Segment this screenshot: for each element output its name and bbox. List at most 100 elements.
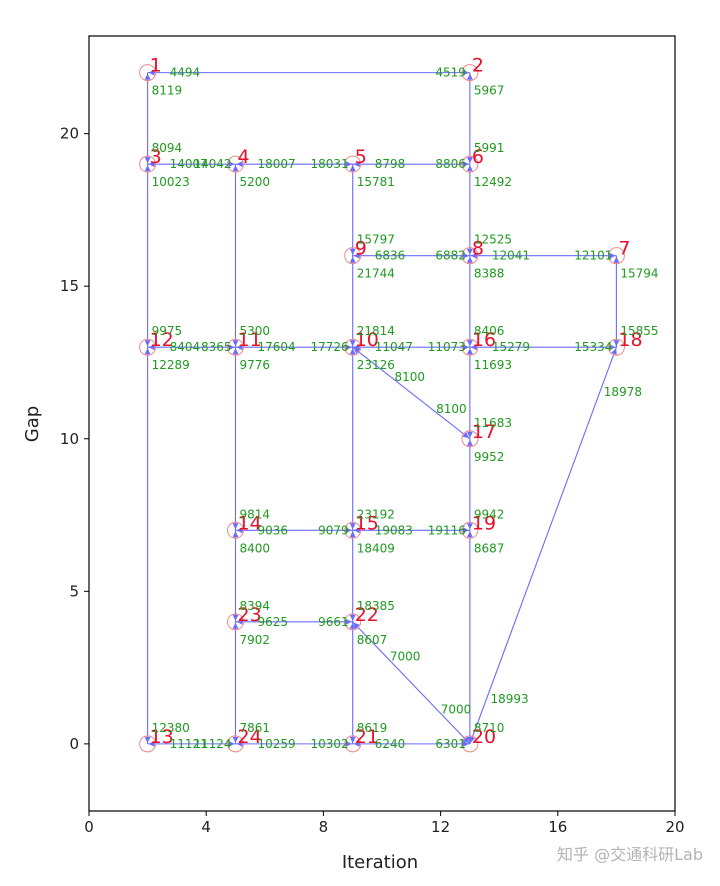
node-label-19: 19: [472, 512, 496, 534]
edge-arrow-1-3: [144, 157, 151, 164]
edge-arrow-21-24: [236, 740, 243, 747]
edge-arrow-11-10: [345, 344, 352, 351]
node-label-18: 18: [618, 329, 642, 351]
flow-label-5-4: 18031: [311, 157, 349, 171]
edge-arrow-16-17: [466, 431, 473, 438]
edge-arrow-5-6: [462, 161, 469, 168]
node-label-24: 24: [238, 726, 262, 748]
edge-arrow-15-19: [462, 527, 469, 534]
x-tick-label-3: 12: [431, 818, 450, 836]
edge-arrow-19-17: [466, 439, 473, 446]
edge-arrow-8-9: [353, 252, 360, 259]
edges-layer: [144, 69, 620, 747]
node-marker-16: [461, 338, 479, 356]
ticks-layer: 0 4 8 12 16 20 0 5 10 15 20: [60, 125, 685, 836]
flow-label-10-11: 17726: [311, 340, 349, 354]
flow-label-11-10: 17604: [258, 340, 296, 354]
node-label-5: 5: [355, 146, 367, 168]
node-marker-2: [461, 64, 479, 82]
flow-label-15-10: 23192: [357, 507, 395, 521]
y-tick-label-3: 15: [60, 277, 79, 295]
flow-label-3-4: 14007: [170, 157, 208, 171]
edge-arrow-19-20: [466, 736, 473, 743]
node-label-3: 3: [150, 146, 162, 168]
node-marker-1: [139, 64, 157, 82]
flow-label-17-10: 8100: [436, 402, 467, 416]
edge-arrow-20-21: [353, 740, 360, 747]
edge-arrow-5-9: [349, 248, 356, 255]
edge-arrow-14-11: [232, 348, 239, 355]
flow-label-15-22: 18409: [357, 541, 395, 555]
x-tick-label-1: 4: [201, 818, 211, 836]
node-label-2: 2: [472, 55, 484, 77]
node-marker-15: [344, 521, 362, 539]
edge-arrow-17-16: [466, 348, 473, 355]
edge-arrow-10-16: [462, 344, 469, 351]
flow-label-16-10: 11073: [428, 340, 466, 354]
node-marker-19: [461, 521, 479, 539]
node-marker-4: [227, 155, 244, 173]
edge-arrow-6-2: [466, 73, 473, 80]
flow-label-20-18: 18993: [491, 692, 529, 706]
flow-label-4-11: 5200: [240, 175, 271, 189]
edge-arrow-15-22: [349, 614, 356, 621]
flow-label-18-7: 15855: [620, 324, 658, 338]
edge-arrow-10-17: [462, 432, 470, 439]
node-label-21: 21: [355, 726, 379, 748]
node-marker-21: [344, 735, 362, 753]
edge-arrow-4-3: [148, 161, 155, 168]
x-tick-label-4: 16: [548, 818, 567, 836]
edge-arrow-12-3: [144, 165, 151, 172]
node-marker-14: [227, 521, 244, 539]
flow-label-10-9: 21814: [357, 324, 395, 338]
flow-label-18-20: 18978: [604, 385, 642, 399]
edge-arrow-8-7: [609, 252, 616, 259]
node-marker-17: [461, 430, 479, 448]
y-tick-label-2: 10: [60, 430, 79, 448]
edge-arrow-21-20: [462, 740, 469, 747]
edge-arrow-9-5: [349, 165, 356, 172]
edge-arrow-7-8: [470, 252, 477, 259]
edge-arrow-3-12: [144, 340, 151, 347]
flow-label-5-9: 15781: [357, 175, 395, 189]
edge-arrow-13-24: [228, 740, 235, 747]
flow-label-12-3: 9975: [152, 324, 183, 338]
edge-arrow-1-2: [462, 69, 469, 76]
edge-arrow-5-4: [236, 161, 243, 168]
x-tick-label-2: 8: [319, 818, 329, 836]
edge-arrow-16-18: [609, 344, 616, 351]
node-marker-12: [139, 338, 157, 356]
edge-arrow-24-23: [232, 622, 239, 629]
edge-arrow-22-21: [349, 736, 356, 743]
node-marker-3: [139, 155, 157, 173]
flow-label-14-15: 9036: [258, 523, 289, 537]
flow-label-1-3: 8119: [152, 84, 183, 98]
node-label-6: 6: [472, 146, 484, 168]
edge-arrow-23-22: [345, 618, 352, 625]
node-marker-11: [227, 338, 244, 356]
edge-arrow-3-1: [144, 73, 151, 80]
flow-label-19-15: 19116: [428, 523, 466, 537]
edge-arrow-22-23: [236, 618, 243, 625]
edge-arrow-12-11: [228, 344, 235, 351]
edge-arrow-24-21: [345, 740, 352, 747]
node-marker-5: [344, 155, 362, 173]
edge-arrow-8-6: [466, 165, 473, 172]
flow-label-8-7: 12041: [492, 249, 530, 263]
flow-label-13-24: 11121: [170, 737, 208, 751]
x-tick-label-0: 0: [84, 818, 94, 836]
edge-10-17: [352, 346, 471, 440]
edge-arrow-24-13: [148, 740, 155, 747]
plot-frame: [88, 35, 676, 812]
flow-label-24-13: 11124: [193, 737, 231, 751]
node-label-11: 11: [238, 329, 262, 351]
flow-label-6-2: 5991: [474, 141, 505, 155]
node-marker-13: [139, 735, 157, 753]
flow-label-17-19: 9952: [474, 450, 505, 464]
edge-arrow-15-10: [349, 348, 356, 355]
edge-arrow-8-16: [466, 340, 473, 347]
edge-arrow-21-22: [349, 622, 356, 629]
node-marker-6: [461, 155, 479, 173]
